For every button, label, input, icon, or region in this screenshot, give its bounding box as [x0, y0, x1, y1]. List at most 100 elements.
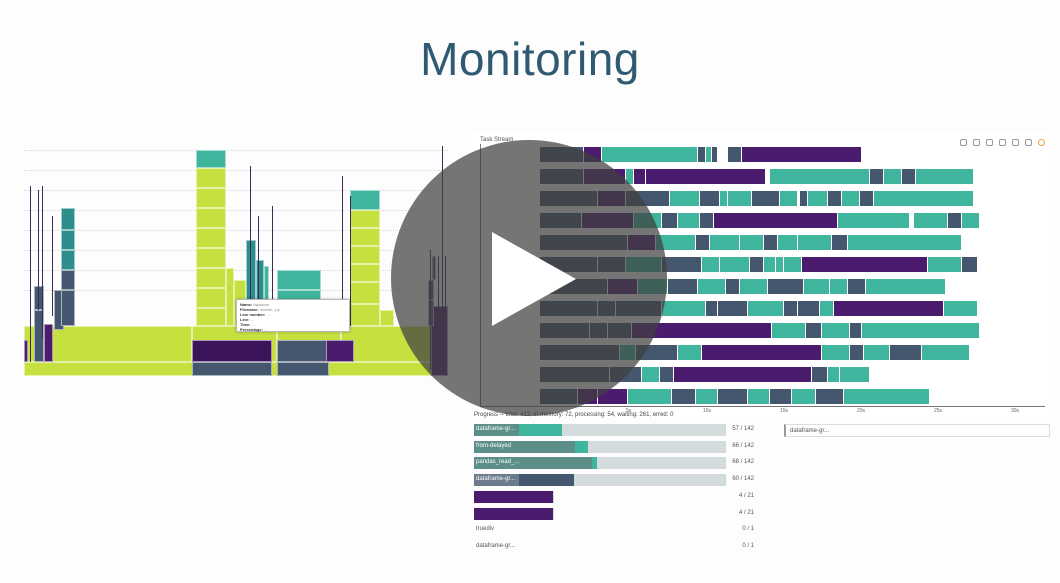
- task-segment[interactable]: [742, 147, 862, 162]
- task-segment[interactable]: [700, 191, 720, 206]
- task-segment[interactable]: [714, 213, 838, 228]
- flame-frame[interactable]: [196, 288, 226, 308]
- flame-thin-frame[interactable]: [258, 216, 259, 316]
- flame-thin-frame[interactable]: [38, 190, 39, 310]
- task-segment[interactable]: [874, 191, 974, 206]
- flame-frame[interactable]: [34, 310, 44, 362]
- flame-frame[interactable]: [34, 286, 44, 310]
- flame-frame[interactable]: [380, 310, 394, 326]
- flame-thin-frame[interactable]: [342, 176, 343, 326]
- flame-frame[interactable]: [196, 150, 226, 168]
- task-segment[interactable]: [784, 301, 798, 316]
- flame-thin-frame[interactable]: [350, 196, 351, 326]
- task-segment[interactable]: [816, 389, 844, 404]
- task-segment[interactable]: [798, 235, 832, 250]
- flame-frame[interactable]: [61, 290, 75, 326]
- task-segment[interactable]: [822, 323, 850, 338]
- task-segment[interactable]: [718, 389, 748, 404]
- task-segment[interactable]: [770, 169, 870, 184]
- flame-frame[interactable]: [61, 230, 75, 250]
- task-segment[interactable]: [770, 389, 792, 404]
- task-segment[interactable]: [850, 345, 864, 360]
- task-segment[interactable]: [802, 257, 928, 272]
- task-segment[interactable]: [748, 301, 784, 316]
- flame-frame[interactable]: [196, 188, 226, 208]
- task-segment[interactable]: [698, 279, 726, 294]
- hover-icon[interactable]: [1025, 138, 1032, 146]
- task-segment[interactable]: [860, 191, 874, 206]
- flame-thin-frame[interactable]: [42, 186, 43, 338]
- task-segment[interactable]: [634, 169, 646, 184]
- flame-thin-frame[interactable]: [272, 206, 273, 326]
- task-segment[interactable]: [948, 213, 962, 228]
- flame-frame[interactable]: [61, 250, 75, 270]
- task-segment[interactable]: [780, 191, 798, 206]
- task-segment[interactable]: [890, 345, 922, 360]
- flame-thin-frame[interactable]: [30, 186, 31, 362]
- task-segment[interactable]: [632, 323, 772, 338]
- task-segment[interactable]: [728, 147, 742, 162]
- save-icon[interactable]: [999, 138, 1006, 146]
- task-segment[interactable]: [728, 191, 752, 206]
- task-segment[interactable]: [668, 279, 698, 294]
- task-segment[interactable]: [764, 235, 778, 250]
- task-segment[interactable]: [750, 257, 764, 272]
- task-segment[interactable]: [726, 279, 740, 294]
- task-segment[interactable]: [626, 169, 634, 184]
- flame-frame[interactable]: [277, 270, 321, 290]
- task-segment[interactable]: [678, 345, 702, 360]
- flame-frame[interactable]: [226, 268, 234, 326]
- flame-thin-frame[interactable]: [52, 216, 53, 316]
- task-segment[interactable]: [672, 389, 696, 404]
- task-segment[interactable]: [718, 147, 728, 162]
- task-segment[interactable]: [864, 345, 890, 360]
- flame-frame[interactable]: [277, 362, 329, 376]
- task-segment[interactable]: [670, 191, 700, 206]
- task-segment[interactable]: [822, 345, 850, 360]
- task-segment[interactable]: [700, 213, 714, 228]
- task-segment[interactable]: [662, 257, 702, 272]
- task-segment[interactable]: [808, 191, 828, 206]
- task-segment[interactable]: [842, 191, 860, 206]
- task-segment[interactable]: [696, 389, 718, 404]
- task-segment[interactable]: [720, 257, 750, 272]
- task-segment[interactable]: [674, 367, 812, 382]
- task-segment[interactable]: [800, 191, 808, 206]
- task-segment[interactable]: [662, 301, 706, 316]
- flame-frame[interactable]: [196, 268, 226, 288]
- task-segment[interactable]: [944, 301, 978, 316]
- task-segment[interactable]: [916, 169, 974, 184]
- flame-frame[interactable]: [61, 208, 75, 230]
- task-segment[interactable]: [784, 257, 802, 272]
- pan-tool-icon[interactable]: [960, 138, 967, 146]
- task-segment[interactable]: [850, 323, 862, 338]
- flame-frame[interactable]: [192, 340, 272, 362]
- flame-thin-frame[interactable]: [250, 166, 251, 322]
- wheel-zoom-icon[interactable]: [986, 138, 993, 146]
- task-segment[interactable]: [928, 257, 962, 272]
- reset-icon[interactable]: [1012, 138, 1019, 146]
- task-segment[interactable]: [720, 191, 728, 206]
- task-segment[interactable]: [776, 257, 784, 272]
- task-segment[interactable]: [828, 367, 840, 382]
- task-segment[interactable]: [656, 235, 696, 250]
- task-segment[interactable]: [792, 389, 816, 404]
- task-segment[interactable]: [848, 235, 962, 250]
- flame-frame[interactable]: [44, 324, 53, 362]
- task-segment[interactable]: [844, 389, 930, 404]
- task-segment[interactable]: [828, 191, 842, 206]
- task-segment[interactable]: [764, 257, 776, 272]
- task-segment[interactable]: [702, 257, 720, 272]
- task-segment[interactable]: [806, 323, 822, 338]
- flame-frame[interactable]: [196, 228, 226, 248]
- flame-frame[interactable]: [196, 168, 226, 188]
- task-segment[interactable]: [748, 389, 770, 404]
- flame-frame[interactable]: [196, 248, 226, 268]
- task-segment[interactable]: [712, 147, 718, 162]
- play-button[interactable]: [391, 140, 667, 416]
- task-segment[interactable]: [678, 213, 700, 228]
- task-segment[interactable]: [812, 367, 828, 382]
- task-segment[interactable]: [628, 389, 672, 404]
- task-segment[interactable]: [832, 235, 848, 250]
